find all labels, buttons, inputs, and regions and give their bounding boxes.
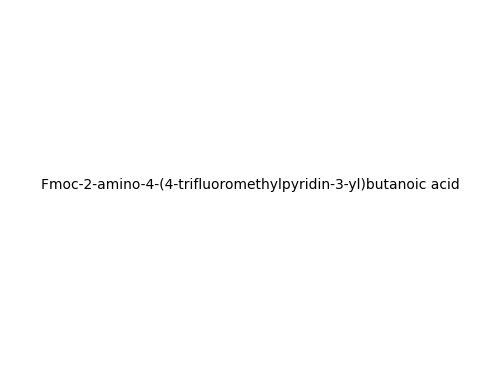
Text: Fmoc-2-amino-4-(4-trifluoromethylpyridin-3-yl)butanoic acid: Fmoc-2-amino-4-(4-trifluoromethylpyridin… bbox=[40, 178, 460, 192]
